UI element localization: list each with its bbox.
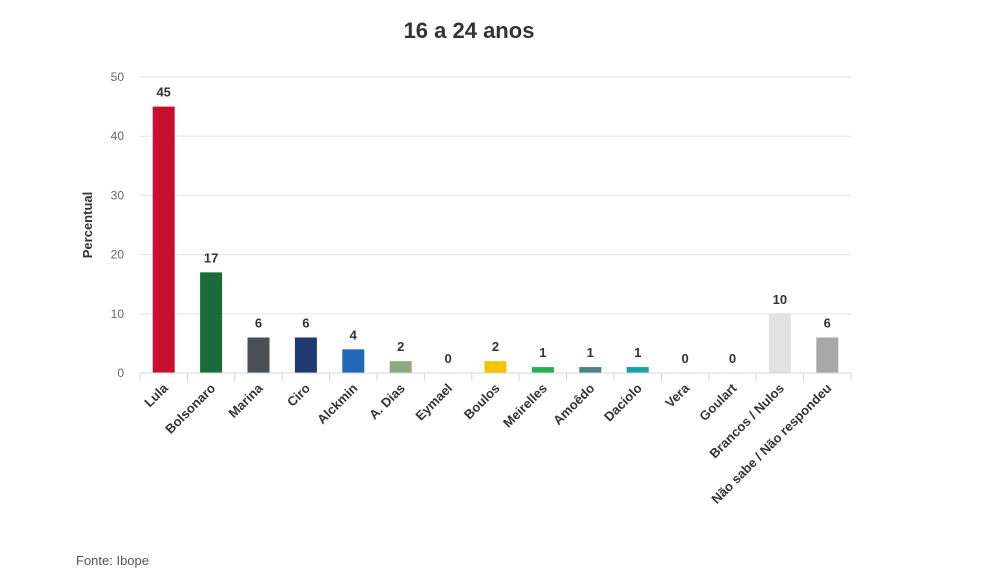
data-label: 4 <box>350 327 358 342</box>
y-tick-label: 30 <box>111 188 125 202</box>
data-label: 1 <box>539 345 546 360</box>
data-label: 6 <box>302 315 309 330</box>
bar <box>342 349 365 373</box>
data-label: 0 <box>681 351 688 366</box>
bar <box>294 337 317 373</box>
y-tick-label: 10 <box>111 307 125 321</box>
x-tick-label: Lula <box>141 380 171 410</box>
data-label: 6 <box>824 315 831 330</box>
x-tick-label: Boulos <box>461 381 503 423</box>
y-tick-label: 20 <box>111 248 125 262</box>
bar <box>484 361 507 373</box>
chart-title: 16 a 24 anos <box>404 18 535 43</box>
x-tick-label: Goulart <box>696 380 740 424</box>
bar <box>200 272 223 373</box>
data-label: 17 <box>204 250 218 265</box>
x-tick-label: Meirelles <box>500 381 550 431</box>
y-tick-label: 40 <box>111 129 125 143</box>
data-label: 0 <box>729 351 736 366</box>
data-label: 2 <box>492 339 499 354</box>
bar <box>626 367 649 373</box>
data-label: 0 <box>444 351 451 366</box>
x-tick-label: Marina <box>225 380 266 421</box>
data-label: 1 <box>587 345 594 360</box>
y-axis-ticks: 0 10 20 30 40 50 <box>111 70 125 380</box>
bar <box>579 367 602 373</box>
x-tick-label: Alckmin <box>314 380 360 426</box>
y-tick-label: 0 <box>117 366 124 380</box>
bar <box>816 337 839 373</box>
bar <box>768 313 791 373</box>
data-label: 2 <box>397 339 404 354</box>
bar <box>531 367 554 373</box>
source-note: Fonte: Ibope <box>76 553 149 568</box>
x-tick-label: Bolsonaro <box>162 380 218 436</box>
x-tick-label: Amoêdo <box>550 380 597 427</box>
bar <box>152 106 175 373</box>
y-axis-label: Percentual <box>80 192 95 258</box>
x-tick-label: A. Dias <box>366 381 408 423</box>
x-tick-label: Daciolo <box>601 380 645 424</box>
data-label: 10 <box>773 292 787 307</box>
bar <box>389 361 412 373</box>
x-axis <box>139 372 852 381</box>
data-label: 45 <box>156 85 170 100</box>
data-label: 1 <box>634 345 641 360</box>
x-tick-label: Ciro <box>284 380 313 409</box>
x-tick-label: Eymael <box>412 381 455 424</box>
gridlines <box>140 76 851 315</box>
y-tick-label: 50 <box>111 70 125 84</box>
x-tick-label: Vera <box>662 380 693 411</box>
data-label: 6 <box>255 315 262 330</box>
bar <box>247 337 270 373</box>
